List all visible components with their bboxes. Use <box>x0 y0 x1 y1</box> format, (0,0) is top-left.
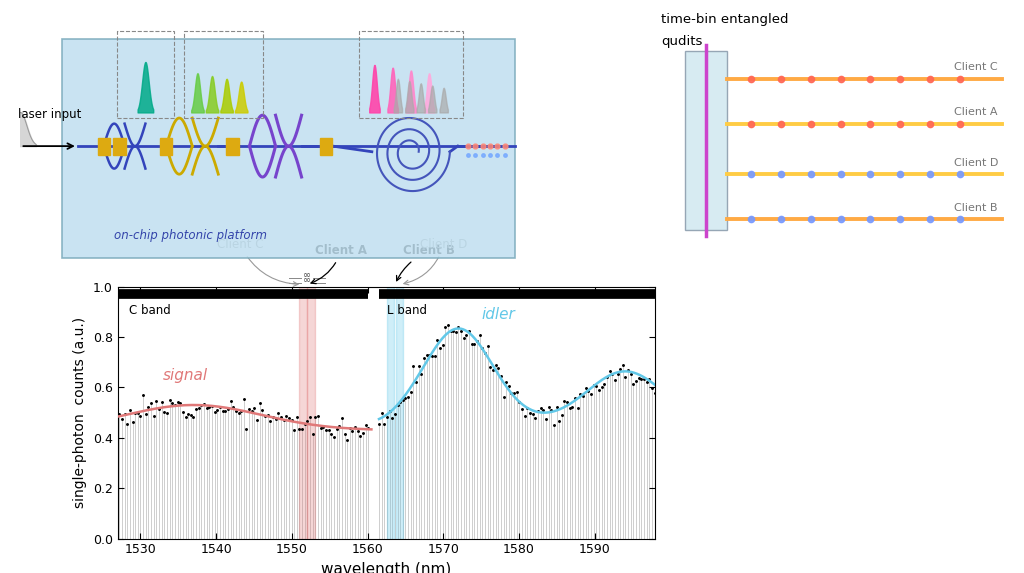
Text: Client B: Client B <box>954 203 997 213</box>
Bar <box>160 138 172 155</box>
Polygon shape <box>685 50 727 230</box>
Text: qudits: qudits <box>662 35 702 48</box>
Y-axis label: single-photon  counts (a.u.): single-photon counts (a.u.) <box>74 317 87 508</box>
Text: Client C: Client C <box>217 238 298 286</box>
Bar <box>386 286 394 539</box>
Bar <box>113 138 126 155</box>
Text: on-chip photonic platform: on-chip photonic platform <box>115 229 267 242</box>
Text: L band: L band <box>386 304 427 317</box>
Text: C band: C band <box>129 304 171 317</box>
Text: Client B: Client B <box>396 245 455 281</box>
Text: Client D: Client D <box>954 158 998 168</box>
Text: idler: idler <box>481 307 515 322</box>
Text: signal: signal <box>163 368 208 383</box>
X-axis label: wavelength (nm): wavelength (nm) <box>322 562 452 573</box>
Text: laser input: laser input <box>17 108 81 121</box>
Text: time-bin entangled: time-bin entangled <box>662 13 788 26</box>
Bar <box>97 138 110 155</box>
Polygon shape <box>62 40 515 258</box>
Bar <box>319 138 332 155</box>
Bar <box>226 138 239 155</box>
Text: Client A: Client A <box>311 245 367 284</box>
Bar <box>395 286 403 539</box>
Text: ∞: ∞ <box>303 276 311 285</box>
Text: Client C: Client C <box>954 62 997 72</box>
Text: Client D: Client D <box>403 238 467 285</box>
Text: ∞: ∞ <box>303 270 311 281</box>
Text: Client A: Client A <box>954 107 997 117</box>
Bar <box>307 286 314 539</box>
Bar <box>299 286 307 539</box>
